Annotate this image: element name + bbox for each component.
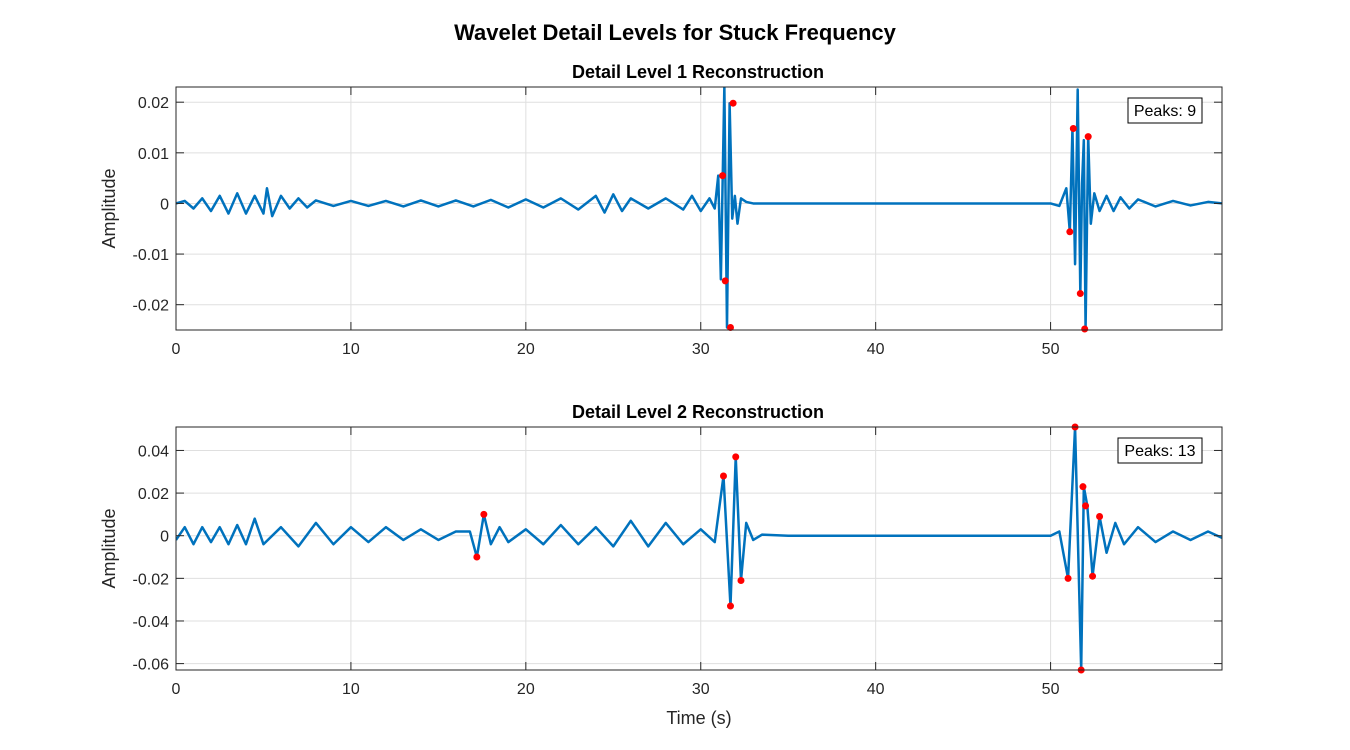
- y-tick-label: 0.02: [138, 486, 169, 503]
- peak-marker: [1069, 125, 1077, 133]
- peak-marker: [1076, 290, 1084, 298]
- peak-marker: [1089, 572, 1097, 580]
- peak-count-label: Peaks: 9: [1134, 103, 1196, 120]
- peak-marker: [726, 602, 734, 610]
- peak-marker: [1066, 228, 1074, 236]
- x-tick-label: 30: [692, 341, 710, 358]
- x-tick-label: 20: [517, 341, 535, 358]
- peak-marker: [726, 323, 734, 331]
- y-tick-label: 0.04: [138, 443, 169, 460]
- y-tick-label: 0: [160, 196, 169, 213]
- peak-marker: [719, 172, 727, 180]
- y-tick-label: -0.01: [133, 247, 170, 264]
- subplot-detail-level-2: Detail Level 2 Reconstruction 0 10 20 30 40 5…: [99, 402, 1223, 728]
- y-tick-label: -0.02: [133, 571, 170, 588]
- peak-marker: [1096, 513, 1104, 521]
- peak-marker: [1081, 325, 1089, 333]
- x-tick-label: 10: [342, 681, 360, 698]
- peak-marker: [719, 472, 727, 480]
- peak-marker: [1084, 133, 1092, 141]
- x-tick-label: 0: [172, 681, 181, 698]
- subplot-1-title: Detail Level 1 Reconstruction: [572, 62, 824, 82]
- axes-background: [176, 427, 1222, 670]
- peak-marker: [721, 277, 729, 285]
- y-tick-label: -0.06: [133, 657, 170, 674]
- y-tick-label: 0: [160, 529, 169, 546]
- subplot-detail-level-1: Detail Level 1 Reconstruction 0 10 20 30 40 5…: [99, 62, 1223, 358]
- peak-marker: [732, 453, 740, 461]
- peak-count-box: [1117, 437, 1203, 464]
- x-tick-label: 20: [517, 681, 535, 698]
- y-tick-label: 0.02: [138, 95, 169, 112]
- peak-marker: [480, 510, 488, 518]
- peak-marker: [729, 99, 737, 107]
- x-tick-label: 50: [1042, 681, 1060, 698]
- axes-frame: [175, 86, 1223, 331]
- x-tick-label: 40: [867, 681, 885, 698]
- x-axis-label: Time (s): [666, 708, 731, 728]
- x-tick-label: 50: [1042, 341, 1060, 358]
- y-axis-label: Amplitude: [99, 508, 119, 588]
- axes-frame: [175, 426, 1223, 671]
- subplot-2-title: Detail Level 2 Reconstruction: [572, 402, 824, 422]
- x-tick-label: 10: [342, 341, 360, 358]
- y-tick-label: 0.01: [138, 146, 169, 163]
- peak-count-box: [1127, 97, 1203, 124]
- peak-marker: [737, 576, 745, 584]
- x-tick-label: 30: [692, 681, 710, 698]
- x-tick-label: 0: [172, 341, 181, 358]
- peak-count-label: Peaks: 13: [1124, 443, 1195, 460]
- x-tick-label: 40: [867, 341, 885, 358]
- y-tick-label: -0.04: [133, 614, 170, 631]
- peak-marker: [473, 553, 481, 561]
- figure-title: Wavelet Detail Levels for Stuck Frequenc…: [454, 20, 897, 45]
- y-tick-label: -0.02: [133, 298, 170, 315]
- peak-marker: [1082, 502, 1090, 510]
- y-axis-label: Amplitude: [99, 168, 119, 248]
- peak-marker: [1064, 574, 1072, 582]
- peak-marker: [1079, 483, 1087, 491]
